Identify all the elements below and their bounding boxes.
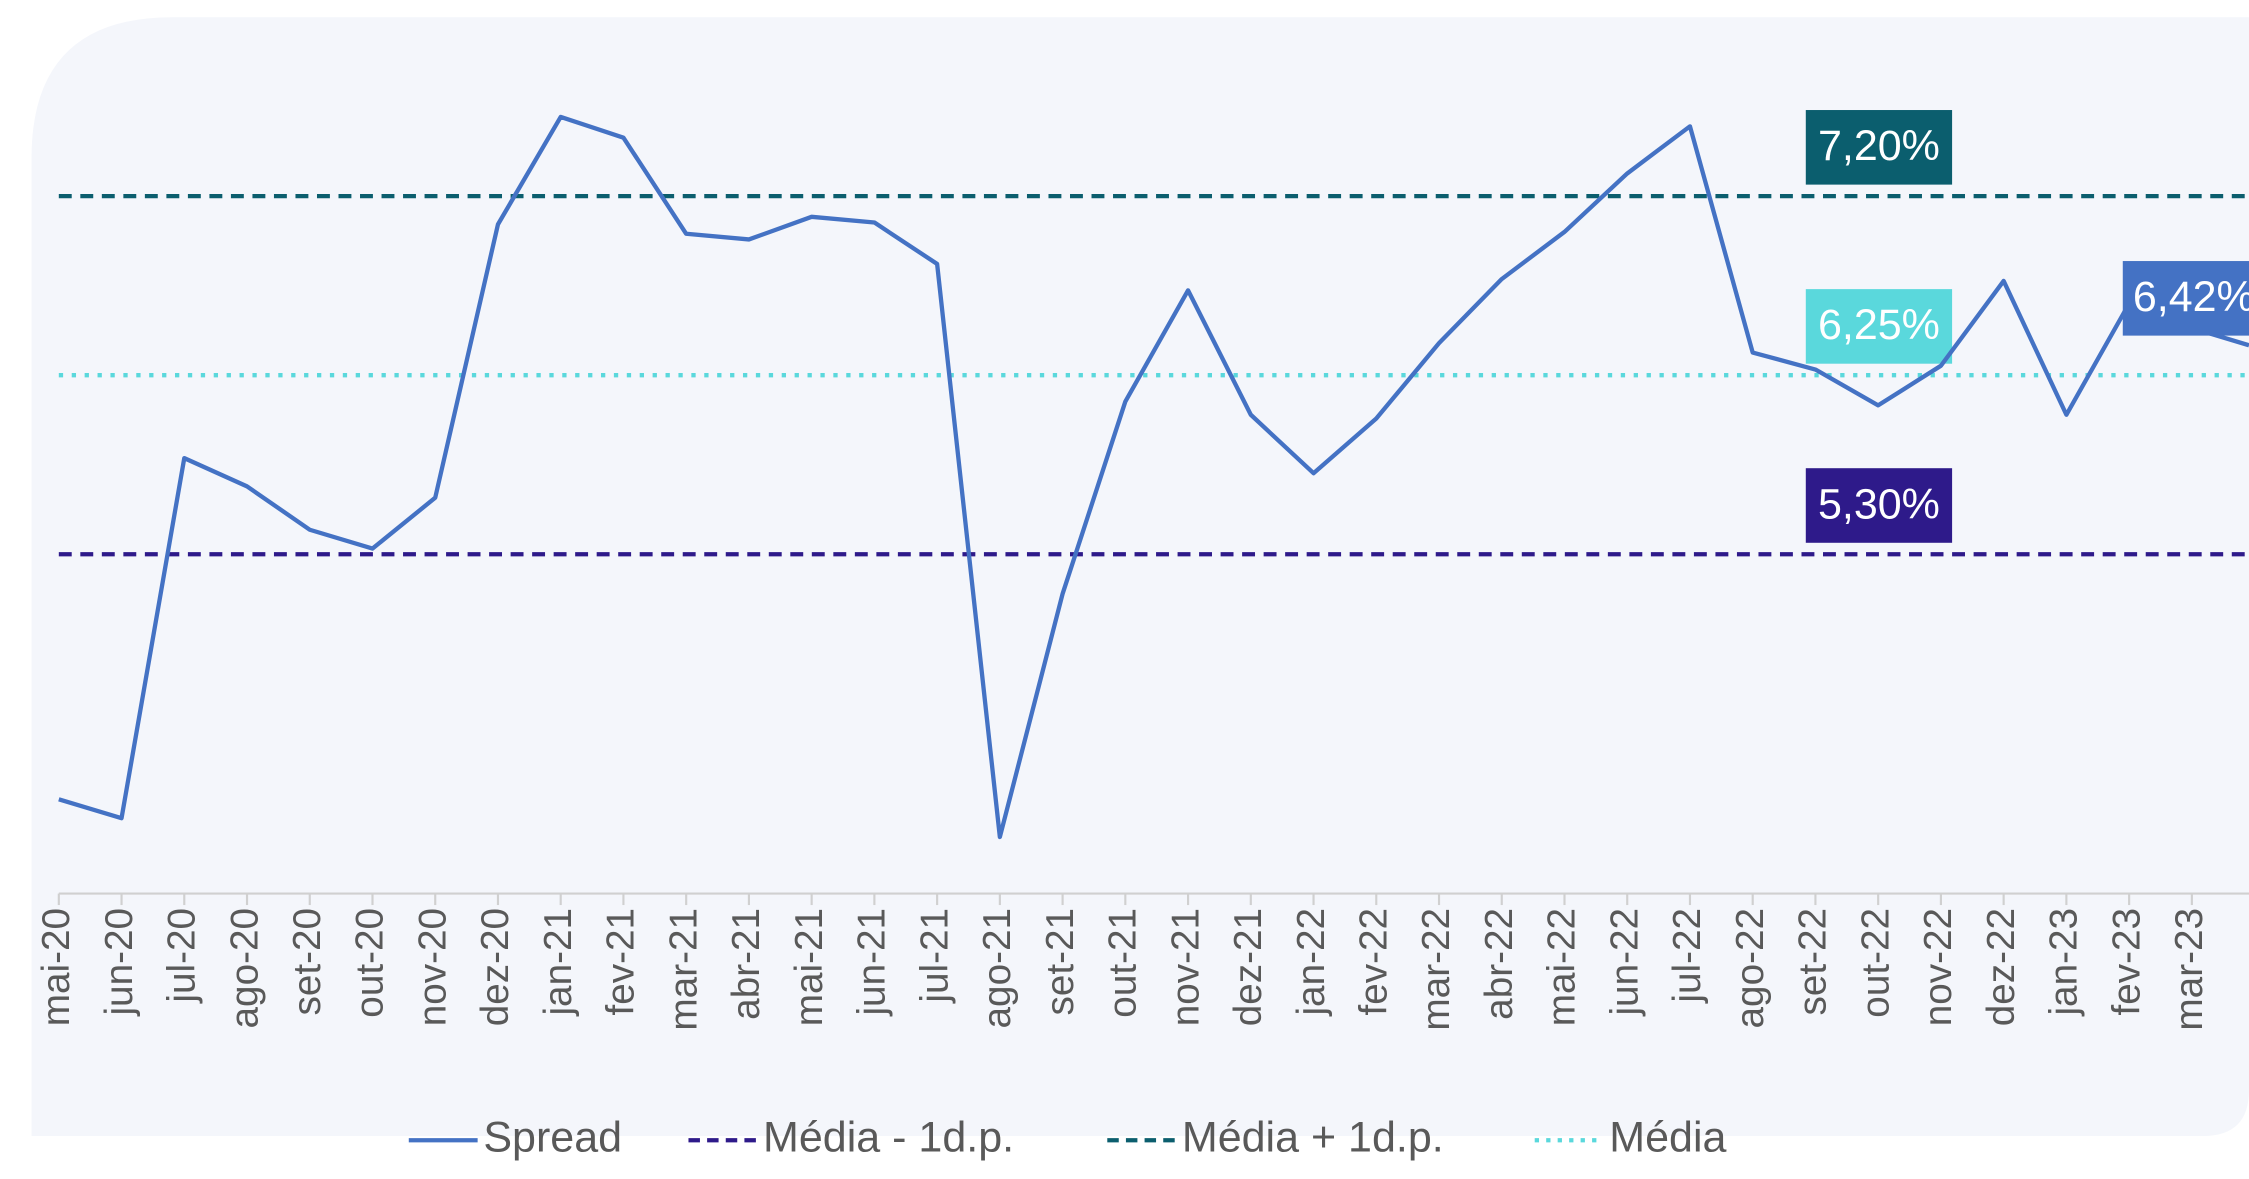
x-tick-label: mar-21 xyxy=(662,908,705,1031)
x-tick-label: dez-22 xyxy=(1980,908,2023,1026)
x-tick-label: mar-22 xyxy=(1415,908,1458,1031)
x-tick-label: jul-20 xyxy=(161,908,204,1004)
legend-label: Média + 1d.p. xyxy=(1182,1114,1444,1162)
x-tick-label: abr-22 xyxy=(1478,908,1521,1020)
x-tick-label: set-22 xyxy=(1792,908,1835,1016)
reference-label-box xyxy=(1805,468,1953,543)
x-tick-label: mar-23 xyxy=(2168,908,2211,1031)
reference-label: 5,30% xyxy=(1818,480,1940,528)
x-tick-label: set-21 xyxy=(1039,908,1082,1016)
x-tick-label: nov-20 xyxy=(411,908,454,1026)
annotation-box xyxy=(2122,261,2249,336)
x-tick-label: mai-22 xyxy=(1541,908,1584,1026)
x-tick-label: out-20 xyxy=(349,908,392,1018)
x-tick-label: fev-22 xyxy=(1353,908,1396,1016)
reference-label: 7,20% xyxy=(1818,122,1940,170)
x-tick-label: nov-22 xyxy=(1917,908,1960,1026)
x-tick-label: jan-21 xyxy=(537,908,580,1017)
x-tick-label: jun-21 xyxy=(851,908,894,1017)
x-tick-label: out-21 xyxy=(1102,908,1145,1018)
reference-label: 6,25% xyxy=(1818,301,1940,349)
x-tick-label: dez-20 xyxy=(474,908,517,1026)
x-tick-label: jul-21 xyxy=(913,908,956,1004)
x-tick-label: jul-22 xyxy=(1666,908,1709,1004)
x-tick-label: mai-20 xyxy=(35,908,78,1026)
annotation: 6,42% xyxy=(2133,273,2249,321)
x-tick-label: ago-22 xyxy=(1729,908,1772,1029)
reference-label-box xyxy=(1805,110,1953,185)
x-tick-label: out-22 xyxy=(1854,908,1897,1018)
x-tick-label: jan-22 xyxy=(1290,908,1333,1017)
x-tick-label: abr-21 xyxy=(725,908,768,1020)
x-tick-label: set-20 xyxy=(286,908,329,1016)
reference-label-box xyxy=(1805,289,1953,364)
legend-label: Spread xyxy=(483,1114,622,1162)
legend-label: Média - 1d.p. xyxy=(763,1114,1014,1162)
plot-background xyxy=(31,17,2249,1136)
x-tick-label: jan-23 xyxy=(2043,908,2086,1017)
x-tick-label: ago-20 xyxy=(223,908,266,1029)
x-tick-label: nov-21 xyxy=(1164,908,1207,1026)
x-tick-label: ago-21 xyxy=(976,908,1019,1029)
x-tick-label: dez-21 xyxy=(1227,908,1270,1026)
x-tick-label: mai-21 xyxy=(788,908,831,1026)
x-tick-label: fev-21 xyxy=(600,908,643,1016)
x-tick-label: jun-22 xyxy=(1603,908,1646,1017)
legend-label: Média xyxy=(1609,1114,1726,1162)
x-tick-label: jun-20 xyxy=(98,908,141,1017)
x-tick-label: fev-23 xyxy=(2105,908,2148,1016)
series-line xyxy=(58,114,2193,840)
